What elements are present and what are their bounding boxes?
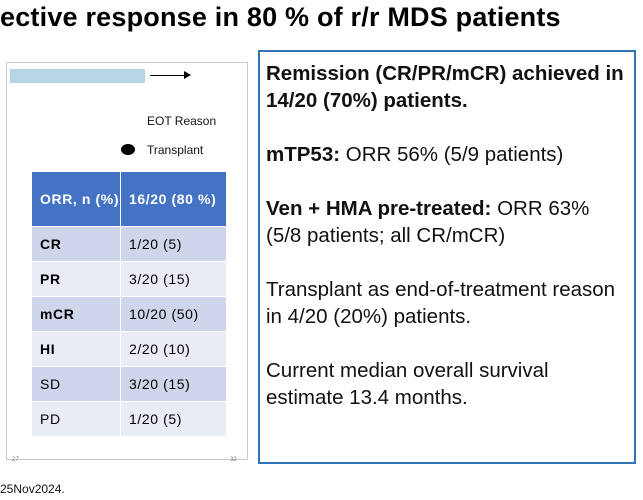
tp53-text: ORR 56% (5/9 patients) [340, 143, 564, 166]
tp53-statement: mTP53: ORR 56% (5/9 patients) [266, 141, 628, 168]
row-value: 2/20 (10) [120, 331, 226, 367]
footnote: 25Nov2024. [0, 482, 65, 496]
remission-statement: Remission (CR/PR/mCR) achieved in 14/20 … [266, 62, 624, 112]
table-row: SD 3/20 (15) [32, 366, 226, 402]
transplant-statement: Transplant as end-of-treatment reason in… [266, 278, 616, 328]
table-row: CR 1/20 (5) [32, 226, 226, 262]
row-value: 10/20 (50) [120, 296, 226, 332]
orr-table: ORR, n (%) 16/20 (80 %) CR 1/20 (5) PR 3… [32, 172, 226, 437]
ven-hma-statement: Ven + HMA pre-treated: ORR 63% (5/8 pati… [266, 195, 628, 249]
arrow-head-icon [184, 71, 191, 79]
ven-hma-label: Ven + HMA pre-treated: [266, 197, 492, 220]
survival-statement: Current median overall survival estimate… [266, 359, 549, 409]
ongoing-arrow [150, 75, 186, 76]
table-row: HI 2/20 (10) [32, 331, 226, 367]
row-label: PD [32, 401, 121, 437]
row-value: 1/20 (5) [120, 401, 226, 437]
table-header-cell: ORR, n (%) [32, 172, 121, 227]
row-label: CR [32, 226, 121, 262]
row-label: PR [32, 261, 121, 297]
table-row: PR 3/20 (15) [32, 261, 226, 297]
slide-title: ective response in 80 % of r/r MDS patie… [0, 2, 561, 32]
legend-title: EOT Reason [147, 114, 217, 128]
row-label: SD [32, 366, 121, 402]
patient-bar [10, 69, 145, 83]
row-label: HI [32, 331, 121, 367]
row-value: 3/20 (15) [120, 261, 226, 297]
row-value: 1/20 (5) [120, 226, 226, 262]
table-header-cell: 16/20 (80 %) [120, 172, 226, 227]
axis-tick-label: 32 [230, 457, 237, 463]
ven-hma-text: ORR 63% (5/8 patients; all CR/mCR) [266, 197, 590, 247]
table-row: mCR 10/20 (50) [32, 296, 226, 332]
tp53-label: mTP53: [266, 143, 341, 166]
row-value: 3/20 (15) [120, 366, 226, 402]
axis-tick-label: 27 [12, 457, 19, 463]
table-header-row: ORR, n (%) 16/20 (80 %) [32, 172, 226, 227]
table-row: PD 1/20 (5) [32, 401, 226, 437]
row-label: mCR [32, 296, 121, 332]
summary-textbox: Remission (CR/PR/mCR) achieved in 14/20 … [258, 50, 636, 464]
transplant-marker-icon [121, 144, 135, 155]
legend-label-transplant: Transplant [147, 143, 204, 157]
